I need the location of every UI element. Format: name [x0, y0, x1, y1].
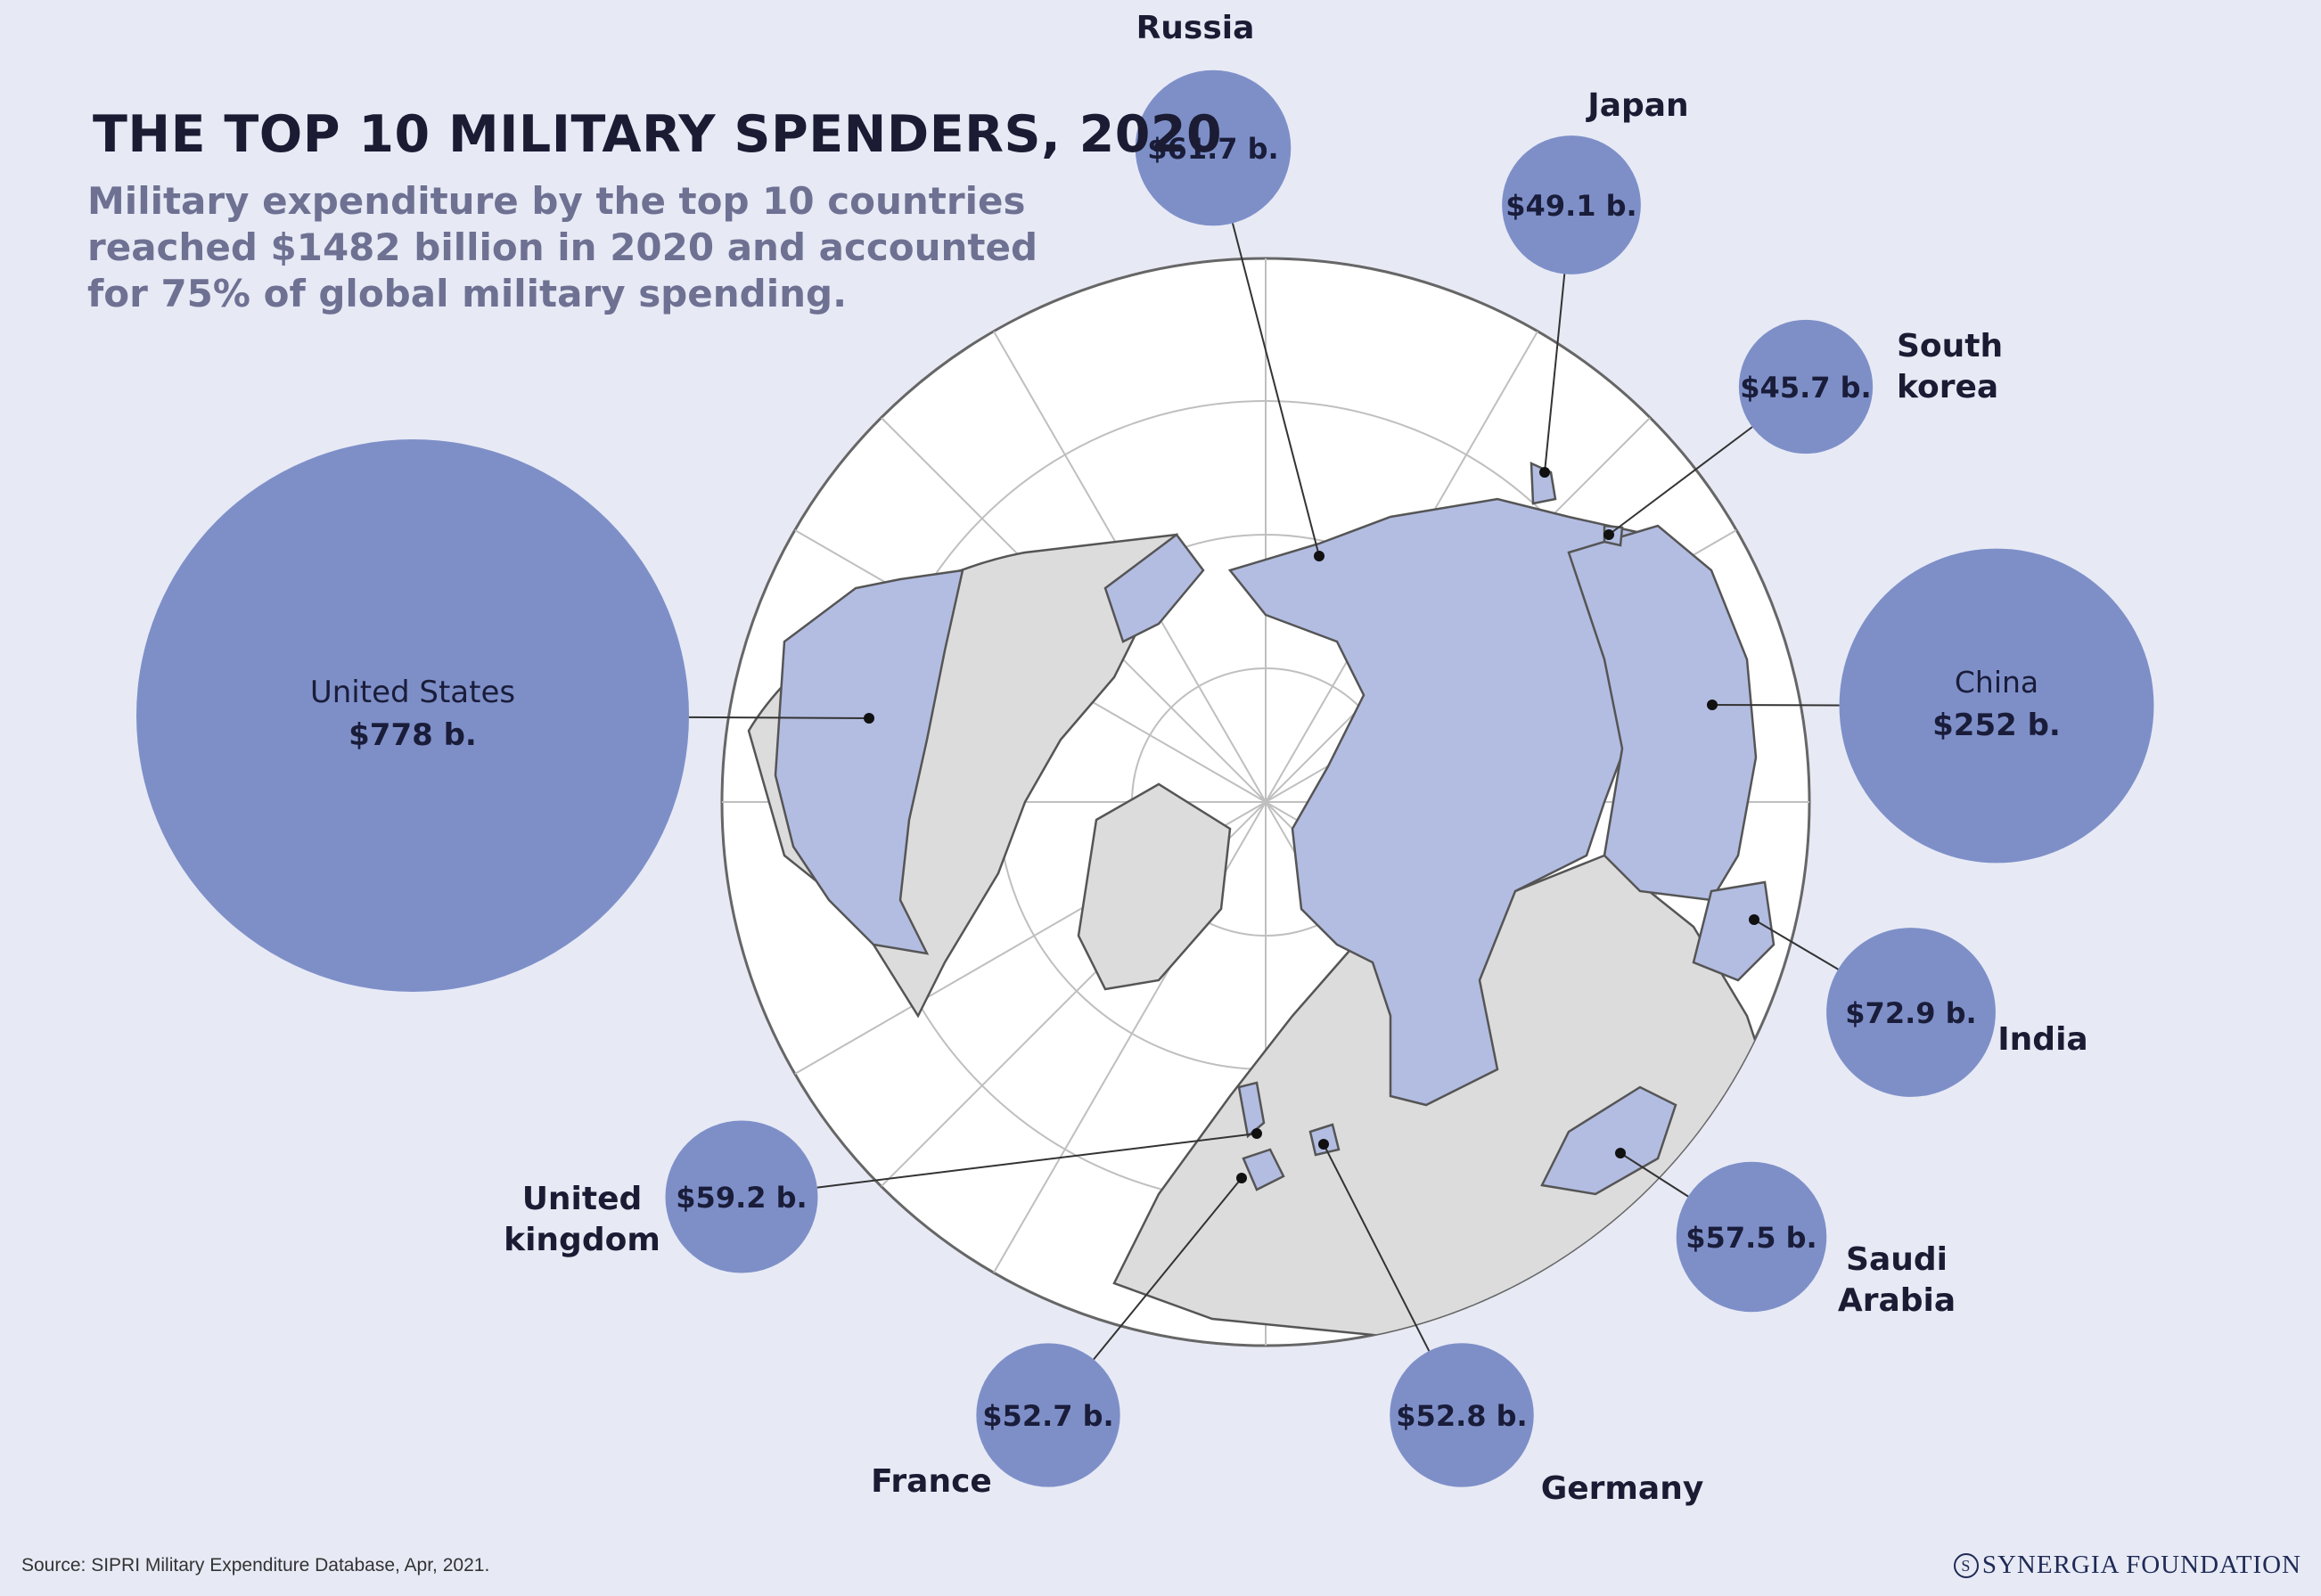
country-name-india: India — [1997, 1021, 2087, 1058]
leader-line-japan — [1544, 274, 1566, 473]
bubble-country-label-united-states: United States — [310, 675, 515, 710]
bubble-china[interactable] — [1839, 548, 2154, 863]
bubble-south-korea[interactable] — [1738, 319, 1874, 454]
value-label-united-states: $778 b. — [349, 717, 477, 753]
bubble-india[interactable] — [1826, 928, 1996, 1097]
bubble-country-label-china: China — [1955, 665, 2038, 700]
location-dot-france — [1236, 1173, 1247, 1183]
value-label-china: $252 b. — [1932, 708, 2061, 743]
leader-line-germany — [1323, 1143, 1431, 1352]
land-china[interactable] — [1567, 524, 1758, 902]
value-label-united-kingdom: $59.2 b. — [676, 1181, 807, 1215]
leader-line-russia — [1231, 223, 1320, 557]
land-united-states[interactable] — [774, 569, 964, 955]
value-label-saudi-arabia: $57.5 b. — [1685, 1221, 1817, 1255]
logo-icon: S — [1953, 1553, 1979, 1578]
bubbles: United States $778 b. China $252 b. $72.9 b.… — [136, 70, 2154, 1487]
country-name-germany: Germany — [1541, 1470, 1704, 1507]
value-label-south-korea: $45.7 b. — [1740, 371, 1871, 405]
chart-title: THE TOP 10 MILITARY SPENDERS, 2020 — [93, 105, 1223, 164]
leader-line-united-kingdom — [816, 1133, 1258, 1189]
land-russia[interactable] — [1227, 497, 1713, 1107]
country-name-south-korea: South korea — [1897, 328, 2003, 405]
location-dot-united-states — [864, 713, 874, 724]
land-united-kingdom[interactable] — [1237, 1081, 1266, 1139]
leader-lines — [688, 223, 1840, 1361]
logo: S SYNERGIA FOUNDATION — [1953, 1551, 2301, 1580]
leader-line-france — [1093, 1177, 1243, 1361]
source-note: Source: SIPRI Military Expenditure Datab… — [21, 1555, 490, 1576]
land-alaska — [1103, 533, 1205, 643]
landmasses — [747, 462, 1784, 1338]
bubble-united-states[interactable] — [136, 439, 689, 992]
value-label-france: $52.7 b. — [982, 1399, 1113, 1433]
leader-line-india — [1753, 919, 1839, 970]
value-label-russia: $61.7 b. — [1147, 132, 1278, 166]
leader-line-south-korea — [1608, 426, 1753, 536]
bubble-russia[interactable] — [1135, 70, 1292, 226]
country-name-france: France — [871, 1463, 992, 1500]
value-label-japan: $49.1 b. — [1505, 189, 1636, 223]
leader-line-united-states — [688, 716, 870, 719]
location-dot-united-kingdom — [1251, 1128, 1262, 1139]
country-name-japan: Japan — [1585, 87, 1688, 124]
logo-text: SYNERGIA FOUNDATION — [1981, 1551, 2301, 1579]
location-dot-saudi-arabia — [1615, 1148, 1626, 1158]
location-dot-south-korea — [1603, 529, 1614, 540]
bubble-united-kingdom[interactable] — [665, 1120, 818, 1273]
value-label-india: $72.9 b. — [1845, 996, 1976, 1030]
bubble-saudi-arabia[interactable] — [1676, 1161, 1827, 1313]
location-dot-germany — [1318, 1139, 1329, 1150]
chart-subtitle: Military expenditure by the top 10 count… — [87, 179, 1038, 315]
location-dot-china — [1707, 700, 1718, 710]
location-dot-russia — [1314, 551, 1325, 561]
country-names: India Russia United kingdom Saudi Arabia Germa… — [504, 10, 2088, 1507]
country-name-saudi-arabia: Saudi Arabia — [1838, 1241, 1956, 1319]
location-dot-india — [1749, 914, 1759, 925]
bubble-germany[interactable] — [1390, 1343, 1534, 1487]
leader-line-saudi-arabia — [1620, 1152, 1689, 1198]
land-france[interactable] — [1242, 1148, 1285, 1191]
country-name-russia: Russia — [1136, 10, 1255, 46]
bubble-japan[interactable] — [1502, 135, 1641, 274]
value-label-germany: $52.8 b. — [1396, 1399, 1527, 1433]
country-name-united-kingdom: United kingdom — [504, 1181, 660, 1258]
globe — [720, 257, 1811, 1347]
location-dot-japan — [1539, 467, 1550, 478]
land-greenland — [1077, 782, 1232, 991]
land-india[interactable] — [1692, 880, 1776, 982]
bubble-france[interactable] — [976, 1343, 1120, 1487]
